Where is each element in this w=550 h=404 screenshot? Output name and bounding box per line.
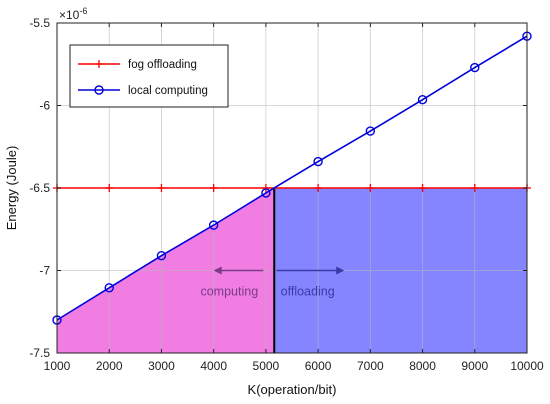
- y-tick-label: -5.5: [29, 16, 50, 30]
- point-local-computing: [156, 250, 167, 261]
- x-tick-label: 4000: [200, 359, 227, 373]
- legend: fog offloading local computing: [69, 44, 229, 108]
- point-fog-offloading: [470, 184, 479, 192]
- point-local-computing: [365, 126, 376, 136]
- annotations: computing offloading: [200, 266, 345, 298]
- y-tick-label: -6: [39, 99, 50, 113]
- point-fog-offloading: [209, 184, 218, 192]
- legend-entry-local-computing: local computing: [128, 85, 208, 97]
- point-fog-offloading: [418, 184, 427, 192]
- point-fog-offloading: [261, 184, 270, 192]
- y-tick-label: -6.5: [29, 181, 50, 195]
- y-exponent-label: ×10-6: [59, 6, 87, 22]
- y-axis-label: Energy (Joule): [4, 146, 19, 231]
- legend-box: [69, 44, 229, 108]
- annotation-arrow-head: [213, 266, 222, 275]
- point-local-computing: [261, 188, 271, 198]
- y-tick-label: -7.5: [29, 346, 50, 360]
- point-local-computing: [313, 156, 323, 167]
- point-local-computing: [470, 62, 480, 73]
- annotation-computing: computing: [200, 284, 258, 298]
- x-axis-label: K(operation/bit): [248, 382, 337, 397]
- point-local-computing: [104, 283, 114, 293]
- x-tick-label: 7000: [357, 359, 384, 373]
- legend-entry-fog-offloading: fog offloading: [128, 59, 197, 71]
- legend-marker-circle: [94, 85, 104, 95]
- point-fog-offloading: [314, 184, 323, 192]
- series-line-local-computing: [56, 35, 528, 321]
- annotation-offloading: offloading: [281, 284, 335, 298]
- y-tick-label: -7: [39, 264, 50, 278]
- x-tick-label: 2000: [96, 359, 123, 373]
- x-tick-label: 3000: [148, 359, 175, 373]
- tick-labels: 1000 2000 3000 4000 5000 6000 7000 8000 9000 1000…: [29, 16, 544, 373]
- x-tick-label: 10000: [510, 359, 544, 373]
- point-fog-offloading: [157, 184, 166, 192]
- x-tick-label: 5000: [253, 359, 280, 373]
- annotation-arrow-head: [336, 266, 345, 275]
- y-exponent-power: -6: [79, 6, 87, 16]
- point-local-computing: [208, 220, 219, 230]
- axes-frame: [56, 22, 528, 354]
- point-local-computing: [417, 95, 428, 105]
- point-fog-offloading: [366, 184, 375, 192]
- x-tick-label: 6000: [305, 359, 332, 373]
- x-tick-label: 1000: [44, 359, 71, 373]
- x-tick-label: 9000: [461, 359, 488, 373]
- x-tick-label: 8000: [409, 359, 436, 373]
- point-fog-offloading: [105, 184, 114, 192]
